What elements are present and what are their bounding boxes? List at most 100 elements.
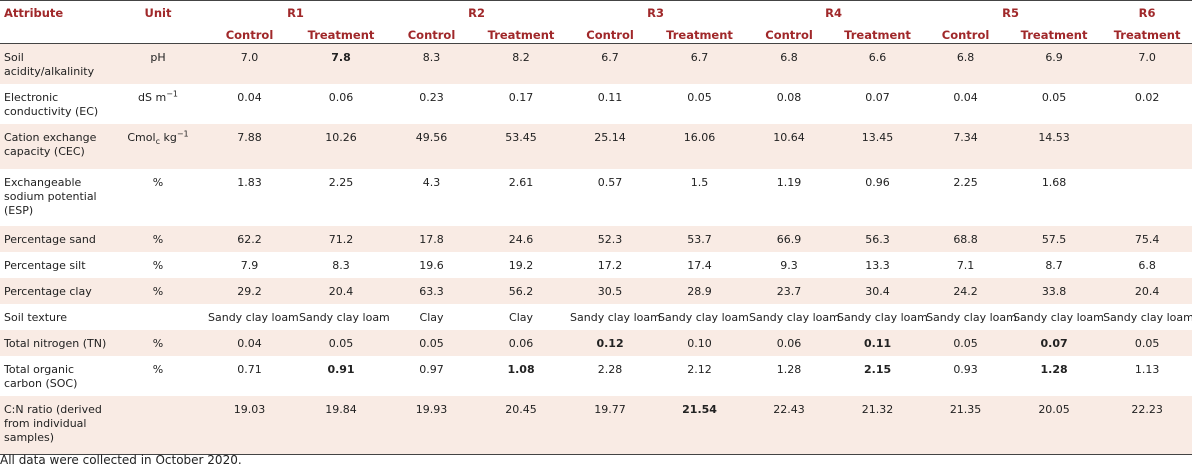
value-cell: 0.23: [419, 91, 444, 104]
value-cell: 30.5: [597, 285, 623, 298]
value-cell: 7.88: [237, 131, 262, 144]
value-cell: 66.9: [776, 233, 802, 246]
value-cell: 20.45: [505, 403, 537, 416]
value-cell: 1.08: [507, 363, 535, 376]
value-cell: 29.2: [237, 285, 262, 298]
value-cell: 7.9: [240, 259, 259, 272]
attribute-cell: Exchangeable sodium potential (ESP): [4, 176, 97, 217]
value-cell: Sandy clay loam: [926, 311, 1017, 324]
value-cell: 7.0: [240, 51, 259, 64]
unit-cell: %: [152, 337, 164, 350]
value-cell: 0.05: [953, 337, 978, 350]
value-cell: 16.06: [683, 131, 716, 144]
value-cell: 6.8: [780, 51, 798, 64]
value-cell: 7.8: [331, 51, 351, 64]
value-cell: 24.6: [508, 233, 534, 246]
value-cell: 10.26: [325, 131, 357, 144]
value-cell: 30.4: [865, 285, 890, 298]
attribute-cell: Total organic carbon (SOC): [4, 363, 78, 390]
attribute-cell: Percentage clay: [4, 285, 92, 298]
unit-subscript: c: [155, 137, 160, 147]
value-cell: 1.13: [1134, 363, 1160, 376]
value-cell: 21.35: [949, 403, 982, 416]
table-row: Total organic carbon (SOC) % 0.71 0.91 0…: [0, 356, 1192, 396]
value-cell: 75.4: [1134, 233, 1160, 246]
value-cell: 2.28: [597, 363, 623, 376]
value-cell: 0.06: [776, 337, 802, 350]
value-cell: 0.05: [328, 337, 354, 350]
table-row: C:N ratio (derived from individual sampl…: [0, 396, 1192, 454]
unit-superscript: −1: [166, 89, 178, 99]
unit-cell: %: [152, 233, 164, 246]
value-cell: 53.45: [505, 131, 537, 144]
value-cell: 0.97: [419, 363, 444, 376]
value-cell: 19.77: [594, 403, 626, 416]
value-cell: 28.9: [687, 285, 712, 298]
value-cell: [1099, 124, 1192, 169]
table-footnote: All data were collected in October 2020.: [0, 453, 242, 467]
value-cell: 53.7: [687, 233, 712, 246]
value-cell: 21.54: [682, 403, 717, 416]
value-cell: 0.71: [237, 363, 262, 376]
value-cell: 0.05: [1134, 337, 1160, 350]
value-cell: 56.2: [508, 285, 534, 298]
value-cell: [1099, 169, 1192, 226]
value-cell: 20.4: [1134, 285, 1160, 298]
header-row: Attribute Unit R1 R2 R3 R4 R5 R6: [0, 0, 1192, 24]
value-cell: 2.12: [687, 363, 712, 376]
group-header-r2: R2: [468, 6, 485, 20]
value-cell: Sandy clay loam: [749, 311, 840, 324]
value-cell: 7.34: [953, 131, 978, 144]
value-cell: 0.04: [237, 91, 262, 104]
value-cell: 17.8: [419, 233, 444, 246]
value-cell: 57.5: [1041, 233, 1067, 246]
value-cell: 0.12: [596, 337, 624, 350]
value-cell: 71.2: [328, 233, 354, 246]
value-cell: 20.4: [328, 285, 354, 298]
value-cell: 4.3: [422, 176, 441, 189]
attribute-cell: Electronic conductivity (EC): [4, 91, 99, 118]
group-header-r1: R1: [287, 6, 304, 20]
value-cell: 2.15: [863, 363, 892, 376]
control-header: Control: [225, 27, 274, 42]
value-cell: 0.07: [865, 91, 890, 104]
value-cell: 0.11: [597, 91, 623, 104]
value-cell: 0.11: [863, 337, 892, 350]
attribute-cell: Percentage silt: [4, 259, 86, 272]
value-cell: 0.07: [1040, 337, 1068, 350]
value-cell: 6.8: [956, 51, 975, 64]
unit-cell: %: [152, 285, 164, 298]
value-cell: Sandy clay loam: [658, 311, 749, 324]
unit-cell: Cmolc kg−1: [112, 124, 204, 169]
value-cell: 0.06: [508, 337, 534, 350]
table-row: Total nitrogen (TN) % 0.04 0.05 0.05 0.0…: [0, 330, 1192, 356]
value-cell: 0.08: [776, 91, 802, 104]
control-header: Control: [407, 27, 456, 42]
value-cell: 0.57: [597, 176, 623, 189]
value-cell: 22.43: [773, 403, 805, 416]
value-cell: 0.02: [1134, 91, 1160, 104]
value-cell: 20.05: [1038, 403, 1070, 416]
value-cell: 63.3: [419, 285, 444, 298]
group-header-r5: R5: [1002, 6, 1019, 20]
unit-cell: dS m−1: [112, 84, 204, 124]
value-cell: 8.3: [332, 259, 350, 272]
attribute-cell: Total nitrogen (TN): [4, 337, 107, 350]
subheader-blank: [112, 24, 204, 44]
value-cell: 22.23: [1131, 403, 1163, 416]
attribute-header: Attribute: [4, 6, 64, 20]
value-cell: 0.04: [237, 337, 262, 350]
value-cell: 10.64: [773, 131, 805, 144]
value-cell: Sandy clay loam: [570, 311, 661, 324]
attribute-cell: Percentage sand: [4, 233, 96, 246]
value-cell: 1.28: [1040, 363, 1068, 376]
value-cell: 19.2: [508, 259, 534, 272]
value-cell: 0.05: [1041, 91, 1067, 104]
value-cell: 8.7: [1045, 259, 1063, 272]
value-cell: 21.32: [861, 403, 894, 416]
unit-text: Cmol: [127, 131, 156, 144]
attribute-cell: Soil texture: [4, 311, 68, 324]
table-row: Exchangeable sodium potential (ESP) % 1.…: [0, 169, 1192, 226]
value-cell: 6.6: [868, 51, 887, 64]
